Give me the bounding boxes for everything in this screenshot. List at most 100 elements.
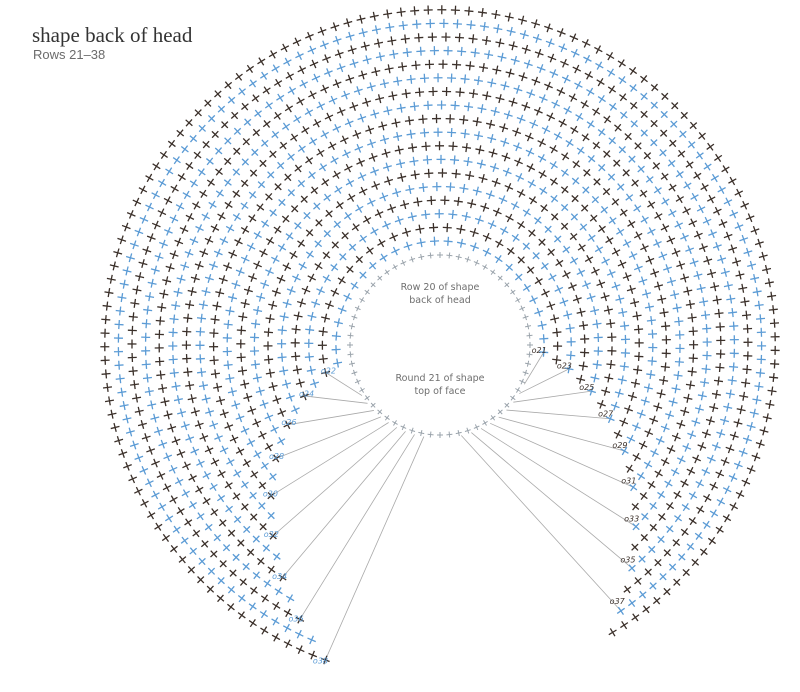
stitch: [375, 94, 385, 104]
stitch: [327, 141, 337, 151]
stitch: [295, 51, 304, 61]
stitch: [204, 274, 214, 284]
stitch: [322, 251, 331, 260]
stitch: [700, 183, 709, 192]
stitch: [224, 81, 233, 90]
stitch: [150, 413, 160, 423]
stitch-field: [100, 5, 780, 665]
stitch: [466, 20, 476, 30]
stitch: [711, 389, 721, 399]
stitch: [702, 324, 712, 334]
stitch: [227, 96, 236, 104]
stitch: [511, 233, 520, 242]
stitch: [349, 58, 359, 68]
stitch: [688, 516, 697, 526]
stitch: [238, 87, 246, 96]
stitch: [439, 18, 449, 28]
stitch: [322, 274, 332, 283]
stitch: [723, 231, 733, 241]
stitch: [273, 111, 282, 120]
stitch: [472, 117, 482, 127]
stitch: [502, 167, 512, 177]
stitch: [675, 330, 685, 340]
stitch: [415, 224, 425, 234]
stitch: [647, 356, 657, 366]
stitch: [589, 214, 598, 223]
stitch: [634, 577, 642, 585]
stitch: [673, 578, 681, 586]
stitch: [620, 348, 630, 358]
stitch: [206, 585, 215, 593]
stitch: [448, 141, 458, 151]
stitch: [694, 404, 704, 414]
stitch: [234, 72, 243, 81]
stitch: [119, 279, 129, 289]
stitch: [205, 407, 215, 417]
stitch: [487, 78, 497, 88]
stitch: [324, 112, 334, 122]
stitch: [137, 419, 147, 430]
stitch: [162, 483, 172, 492]
stitch: [310, 186, 319, 195]
stitch: [560, 168, 569, 177]
stitch: [297, 144, 306, 153]
stitch: [307, 273, 316, 283]
stitch: [125, 253, 135, 263]
stitch: [348, 243, 357, 252]
stitch: [649, 582, 657, 590]
stitch: [410, 101, 420, 111]
stitch: [544, 81, 553, 91]
leader-line: [523, 352, 545, 385]
stitch: [445, 182, 455, 192]
stitch: [512, 127, 522, 137]
stitch: [677, 149, 686, 158]
stitch: [580, 204, 589, 212]
stitch: [647, 480, 656, 490]
stitch: [482, 420, 488, 426]
stitch: [169, 368, 179, 378]
stitch: [633, 231, 643, 240]
stitch: [284, 173, 292, 182]
stitch: [210, 508, 219, 517]
stitch: [283, 608, 293, 618]
stitch: [259, 609, 269, 619]
stitch: [252, 373, 262, 383]
stitch: [141, 332, 151, 342]
stitch: [179, 225, 189, 234]
stitch: [562, 270, 571, 279]
stitch: [473, 424, 480, 431]
stitch: [194, 420, 204, 430]
stitch: [235, 446, 245, 456]
stitch: [307, 171, 316, 180]
stitch: [223, 157, 232, 166]
stitch: [492, 207, 502, 217]
stitch: [642, 605, 651, 614]
stitch: [332, 123, 342, 133]
stitch: [701, 467, 711, 476]
stitch: [750, 225, 760, 235]
stitch: [411, 60, 421, 70]
stitch: [269, 208, 278, 217]
stitch: [534, 106, 543, 116]
stitch: [198, 557, 206, 566]
stitch: [402, 227, 412, 237]
stitch: [218, 518, 227, 527]
stitch: [532, 33, 542, 43]
stitch: [510, 289, 516, 295]
stitch: [715, 469, 725, 479]
stitch: [479, 21, 490, 32]
stitch: [180, 421, 190, 431]
leader-line: [270, 422, 389, 497]
stitch: [392, 188, 402, 198]
stitch: [668, 208, 677, 218]
stitch: [163, 452, 173, 462]
stitch: [154, 343, 164, 353]
stitch: [524, 323, 532, 330]
stitch: [614, 123, 622, 132]
stitch: [134, 486, 143, 496]
stitch: [113, 333, 123, 343]
stitch: [163, 227, 173, 236]
stitch: [377, 238, 386, 248]
stitch: [510, 201, 520, 210]
stitch: [685, 299, 695, 309]
